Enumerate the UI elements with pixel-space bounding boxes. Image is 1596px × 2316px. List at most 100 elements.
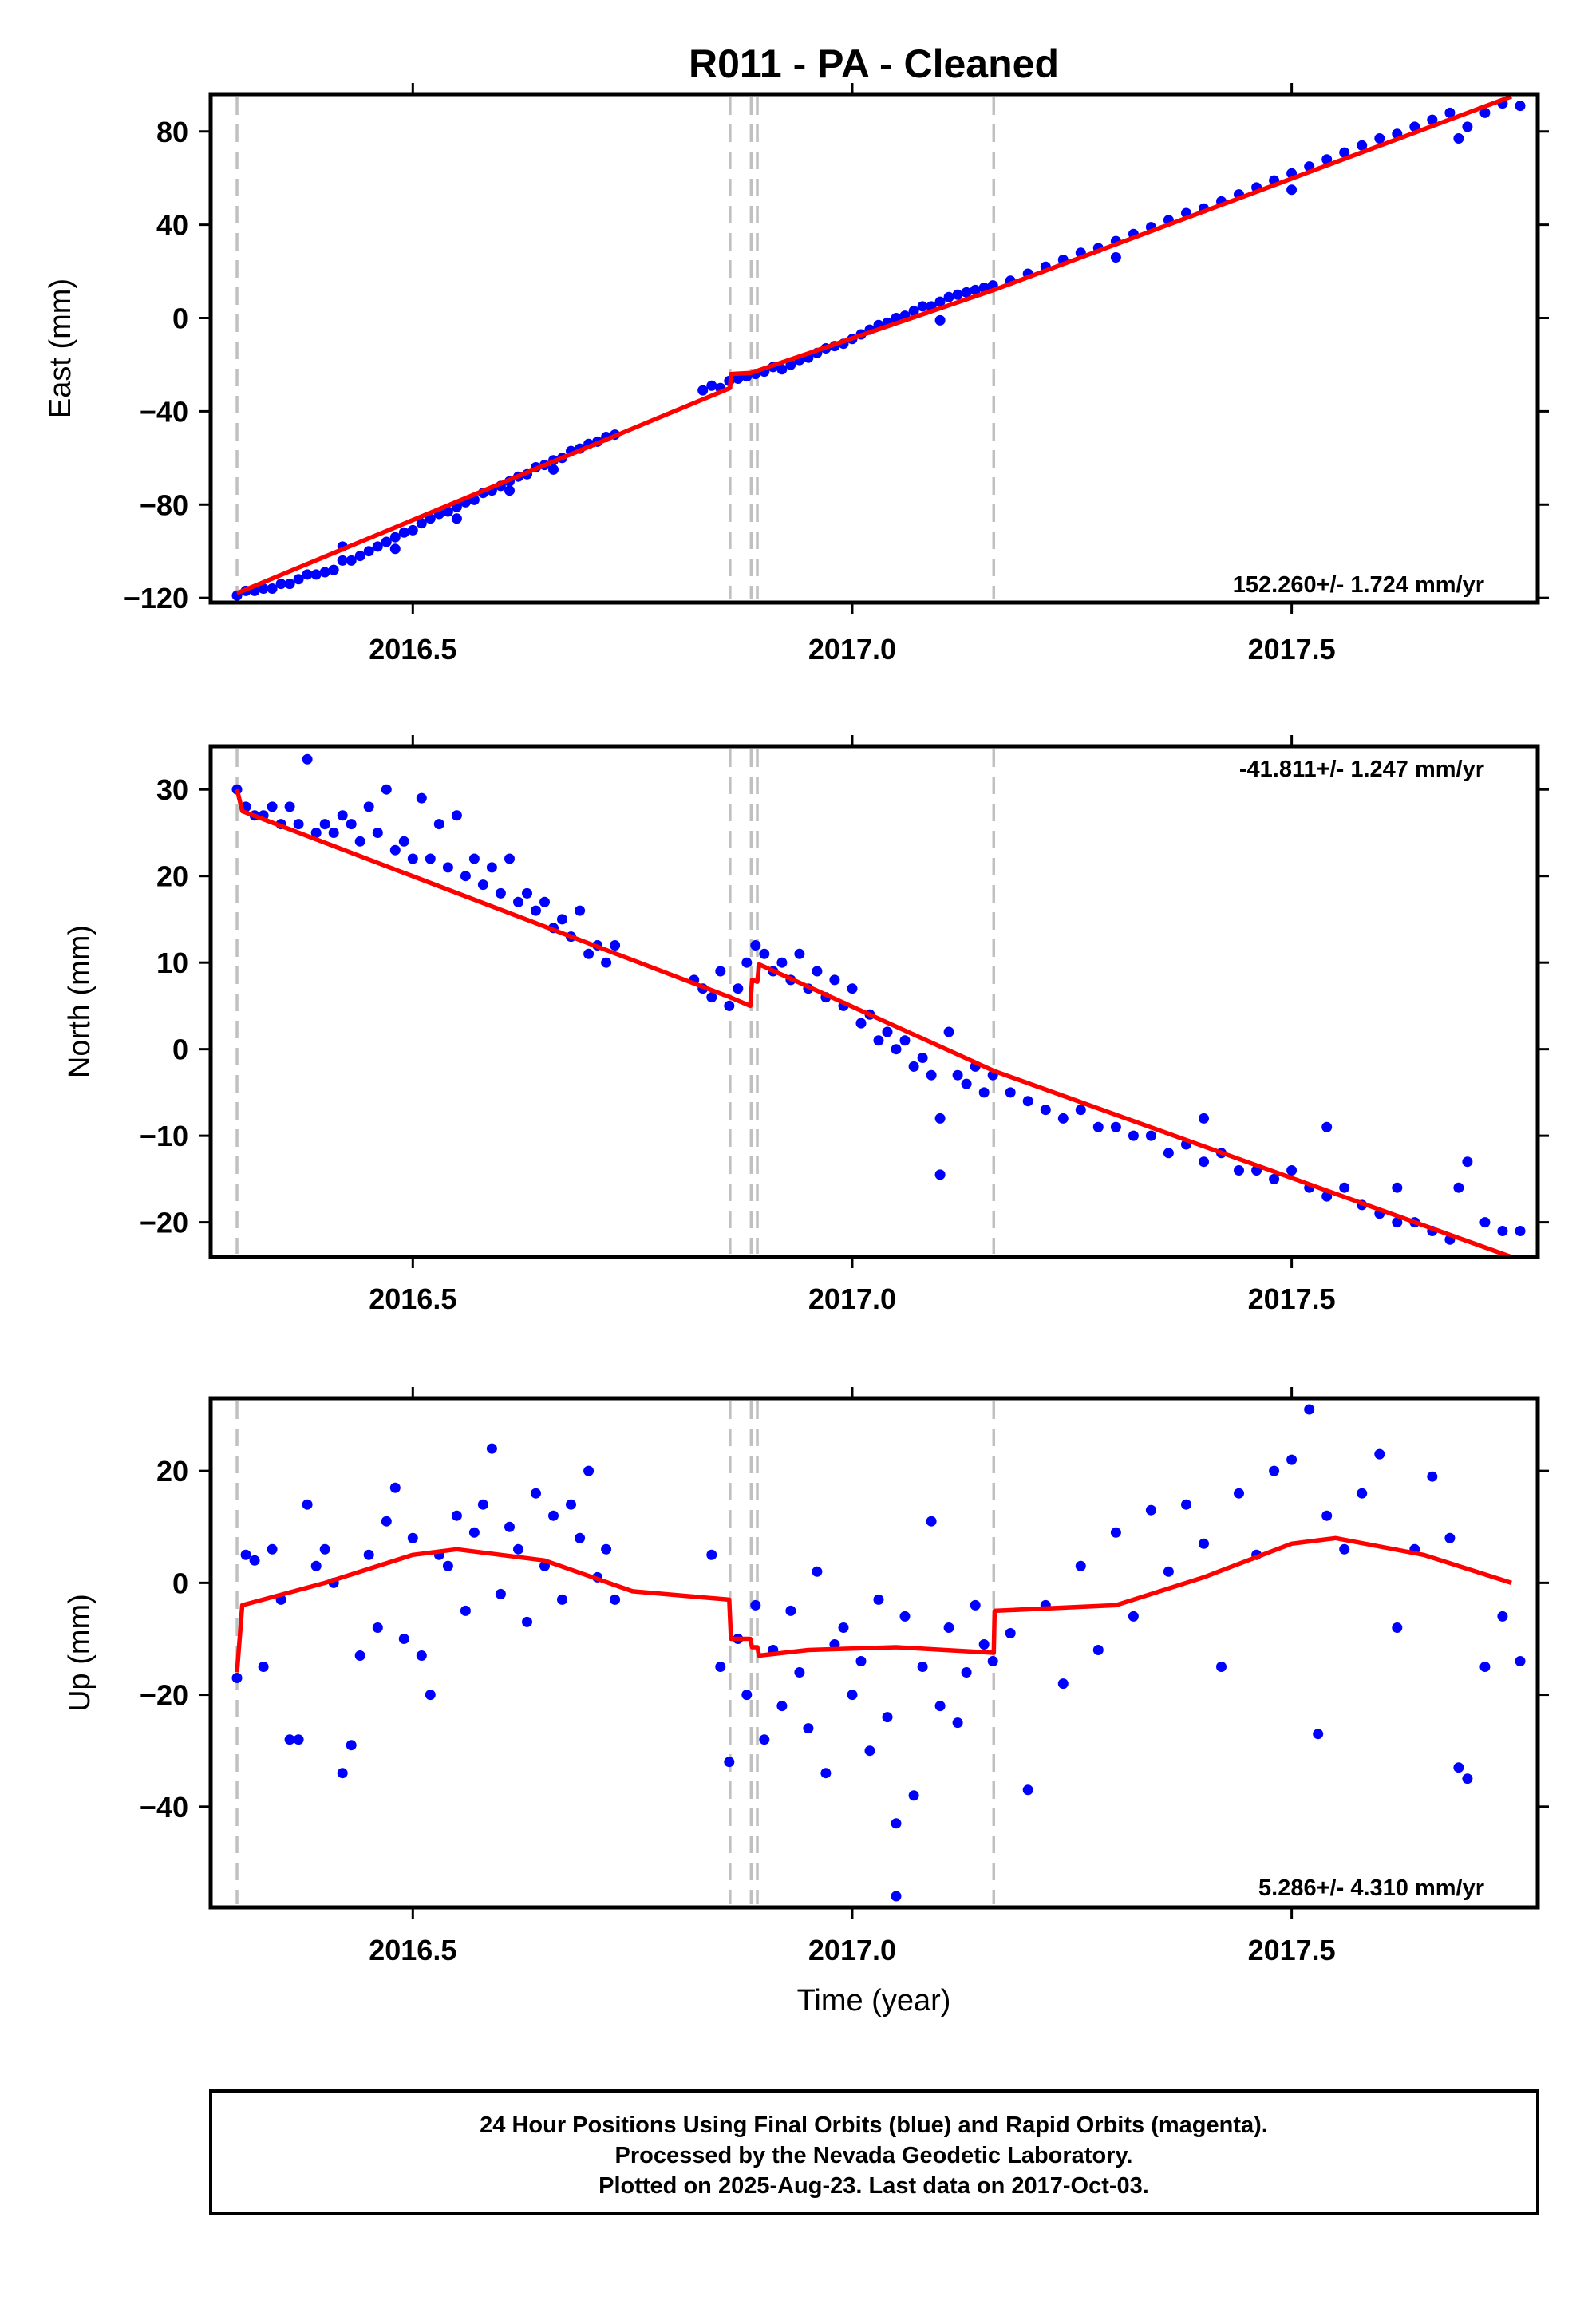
- data-point: [425, 853, 436, 864]
- data-point: [319, 819, 330, 830]
- data-point: [706, 992, 717, 1003]
- y-tick-label: 40: [156, 209, 188, 242]
- data-point: [697, 385, 709, 396]
- data-point: [486, 1443, 497, 1454]
- data-points: [231, 1404, 1526, 1902]
- data-point: [486, 862, 497, 873]
- data-point: [328, 828, 339, 838]
- data-point: [1199, 1113, 1209, 1124]
- rate-annotation: 5.286+/- 4.310 mm/yr: [1258, 1875, 1484, 1901]
- data-point: [891, 1818, 902, 1829]
- data-point: [310, 828, 322, 838]
- x-axis-label: Time (year): [797, 1984, 951, 2018]
- data-point: [1110, 1527, 1121, 1538]
- data-point: [1075, 1560, 1086, 1571]
- data-point: [267, 801, 278, 812]
- data-point: [416, 792, 427, 804]
- data-point: [477, 879, 488, 891]
- data-point: [961, 1078, 972, 1089]
- data-point: [750, 1599, 761, 1611]
- data-point: [829, 974, 840, 986]
- data-point: [468, 1527, 480, 1538]
- plot-frame: [208, 1396, 1540, 1910]
- up-panel: 20 0 −20 −40 2016.5 2017.0 2017.5 Up (mm) 5.286+…: [63, 1387, 1549, 1966]
- data-point: [899, 1611, 911, 1622]
- data-point: [934, 314, 946, 326]
- data-point: [1444, 107, 1456, 118]
- data-point: [601, 957, 612, 968]
- data-point: [733, 373, 744, 384]
- data-point: [873, 1035, 884, 1046]
- data-point: [337, 1768, 348, 1779]
- x-tick-label: 2017.0: [808, 1934, 896, 1966]
- data-point: [1286, 1454, 1298, 1465]
- data-point: [917, 1662, 928, 1672]
- data-point: [363, 546, 374, 557]
- data-point: [943, 1622, 954, 1633]
- data-point: [381, 536, 392, 547]
- data-point: [513, 1543, 523, 1555]
- data-point: [917, 1053, 928, 1063]
- data-point: [1040, 1105, 1051, 1116]
- data-point: [258, 1662, 269, 1672]
- y-axis-label: Up (mm): [63, 1594, 97, 1712]
- data-point: [583, 948, 595, 959]
- data-point: [416, 1650, 427, 1661]
- data-point: [1057, 1678, 1069, 1690]
- data-point: [425, 1690, 436, 1701]
- data-point: [442, 862, 453, 873]
- data-point: [372, 541, 383, 552]
- data-point: [926, 1516, 937, 1527]
- data-point: [750, 940, 761, 951]
- data-point: [302, 1499, 313, 1510]
- data-point: [267, 1543, 278, 1555]
- data-point: [1321, 154, 1333, 165]
- data-point: [566, 1499, 576, 1510]
- data-point: [706, 380, 717, 391]
- data-point: [548, 464, 559, 475]
- data-point: [759, 1734, 770, 1745]
- data-point: [389, 543, 401, 555]
- data-point: [1339, 1543, 1350, 1555]
- data-point: [310, 1560, 322, 1571]
- data-point: [1128, 1130, 1139, 1141]
- data-point: [1022, 1096, 1033, 1107]
- data-point: [943, 291, 954, 302]
- data-point: [548, 1510, 559, 1521]
- data-point: [776, 1701, 788, 1712]
- data-point: [1462, 1156, 1473, 1168]
- data-point: [531, 1488, 541, 1499]
- data-point: [398, 1634, 409, 1644]
- data-point: [1005, 1087, 1016, 1098]
- data-point: [302, 569, 313, 580]
- data-point: [847, 1690, 858, 1701]
- data-point: [820, 1768, 832, 1779]
- data-point: [882, 1026, 893, 1037]
- data-point: [776, 364, 788, 375]
- data-point: [1269, 1173, 1280, 1184]
- figure-title: R011 - PA - Cleaned: [689, 41, 1059, 86]
- data-point: [1462, 121, 1473, 132]
- data-point: [531, 905, 541, 916]
- y-tick-label: 20: [156, 860, 188, 893]
- x-tick-label: 2017.5: [1248, 1282, 1336, 1315]
- data-point: [794, 948, 805, 959]
- data-point: [407, 853, 418, 864]
- east-panel: 80 40 0 −40 −80 −120 2016.5 2017.0 2017.5 East (m…: [44, 83, 1549, 666]
- data-point: [1110, 1121, 1121, 1132]
- data-point: [847, 983, 858, 994]
- y-axis-label: North (mm): [63, 925, 97, 1078]
- data-point: [1497, 1226, 1508, 1236]
- data-point: [785, 1605, 796, 1616]
- data-point: [398, 527, 409, 538]
- data-point: [741, 957, 753, 968]
- data-point: [1145, 1504, 1156, 1516]
- data-point: [1216, 1662, 1227, 1672]
- data-point: [1286, 184, 1298, 196]
- data-point: [1163, 1148, 1174, 1159]
- footer-line-1: 24 Hour Positions Using Final Orbits (bl…: [480, 2112, 1268, 2138]
- y-tick-label: −80: [140, 488, 188, 521]
- data-point: [240, 1549, 251, 1560]
- x-tick-label: 2016.5: [369, 633, 456, 666]
- data-point: [794, 1667, 805, 1678]
